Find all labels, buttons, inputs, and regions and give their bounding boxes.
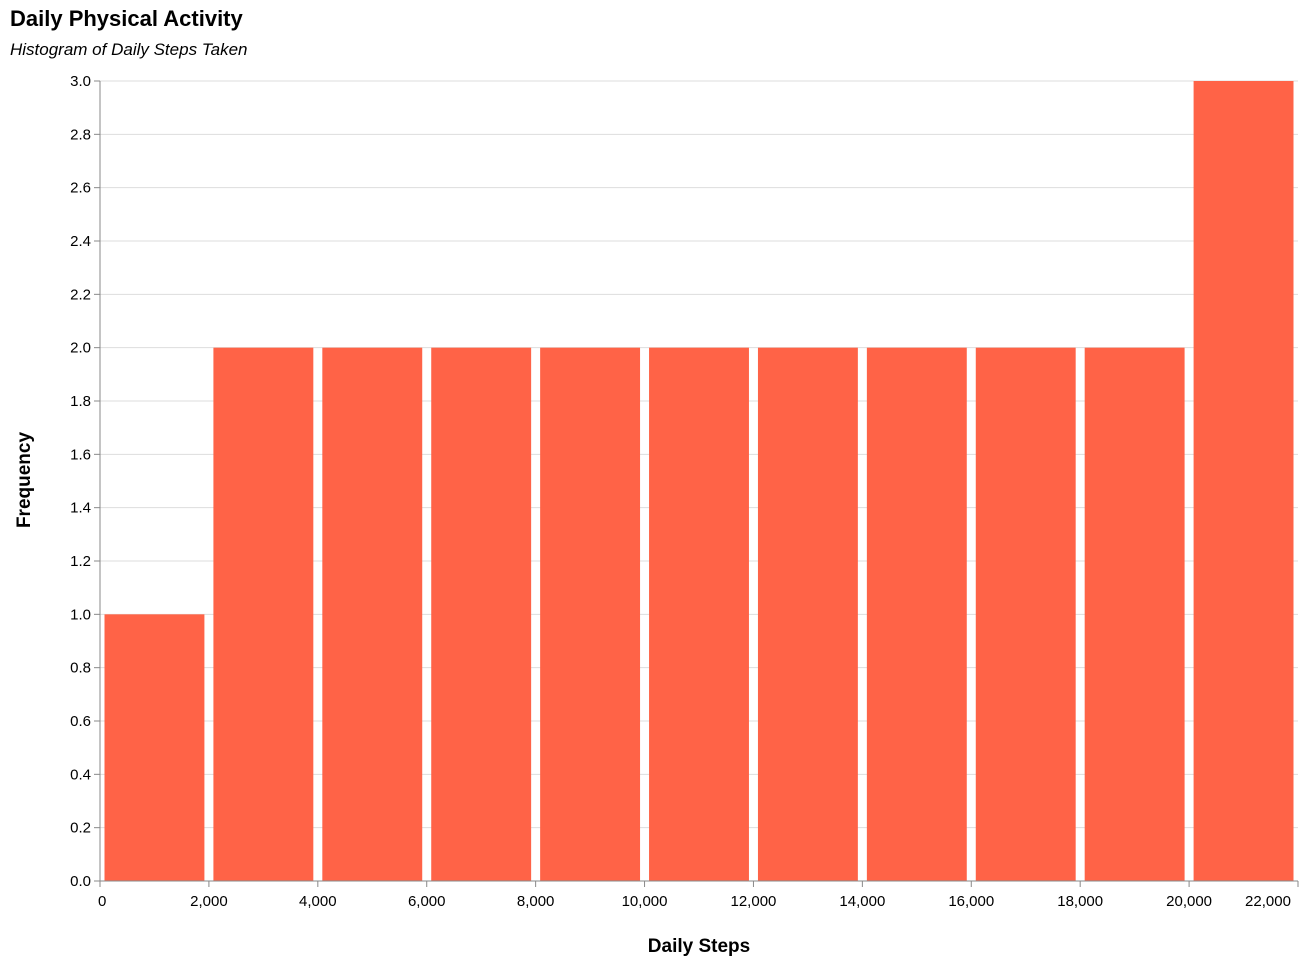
y-tick-label: 2.8 bbox=[70, 126, 91, 143]
axes: 0.0 0.2 0.4 0.6 0.8 1.0 1.2 1.4 1.6 1.8 2.0 2.2 2.4 2… bbox=[70, 73, 1299, 910]
x-tick-label: 6,000 bbox=[408, 893, 446, 910]
y-tick-label: 0.8 bbox=[70, 660, 91, 677]
y-tick-label: 0.6 bbox=[70, 713, 91, 730]
x-tick-label: 20,000 bbox=[1166, 893, 1212, 910]
x-tick-label: 10,000 bbox=[622, 893, 668, 910]
x-axis-title: Daily Steps bbox=[648, 936, 750, 957]
histogram-bar bbox=[757, 347, 858, 882]
y-tick-label: 1.2 bbox=[70, 553, 91, 570]
chart-title: Daily Physical Activity bbox=[10, 6, 243, 31]
y-tick-label: 1.6 bbox=[70, 446, 91, 463]
histogram-bar bbox=[540, 347, 641, 882]
x-tick-label: 22,000 bbox=[1245, 893, 1291, 910]
y-tick-label: 1.0 bbox=[70, 606, 91, 623]
y-tick-label: 1.4 bbox=[70, 500, 91, 517]
y-tick-label: 2.6 bbox=[70, 180, 91, 197]
histogram-bar bbox=[649, 347, 749, 882]
x-tick-label: 2,000 bbox=[190, 893, 228, 910]
x-tick-label: 14,000 bbox=[839, 893, 885, 910]
histogram-bar bbox=[866, 347, 967, 882]
histogram-bar bbox=[975, 347, 1076, 882]
y-tick-label: 0.2 bbox=[70, 820, 91, 837]
histogram-bar bbox=[1193, 81, 1294, 881]
histogram-bar bbox=[322, 347, 423, 882]
histogram-bar bbox=[1084, 347, 1185, 882]
histogram-bar bbox=[104, 614, 205, 881]
y-tick-label: 1.8 bbox=[70, 393, 91, 410]
y-tick-label: 2.4 bbox=[70, 233, 91, 250]
chart-subtitle: Histogram of Daily Steps Taken bbox=[10, 40, 248, 59]
y-tick-label: 0.0 bbox=[70, 873, 91, 890]
y-tick-label: 3.0 bbox=[70, 73, 91, 90]
y-tick-label: 0.4 bbox=[70, 766, 91, 783]
x-tick-label: 18,000 bbox=[1057, 893, 1103, 910]
histogram-bar bbox=[213, 347, 314, 882]
y-tick-label: 2.0 bbox=[70, 340, 91, 357]
x-tick-label: 12,000 bbox=[731, 893, 777, 910]
x-tick-label: 0 bbox=[98, 893, 106, 910]
y-axis-title: Frequency bbox=[14, 432, 35, 529]
histogram-bars bbox=[104, 81, 1294, 882]
x-tick-label: 16,000 bbox=[948, 893, 994, 910]
histogram-bar bbox=[431, 347, 532, 882]
x-tick-label: 8,000 bbox=[517, 893, 555, 910]
x-tick-label: 4,000 bbox=[299, 893, 337, 910]
y-tick-label: 2.2 bbox=[70, 286, 91, 303]
